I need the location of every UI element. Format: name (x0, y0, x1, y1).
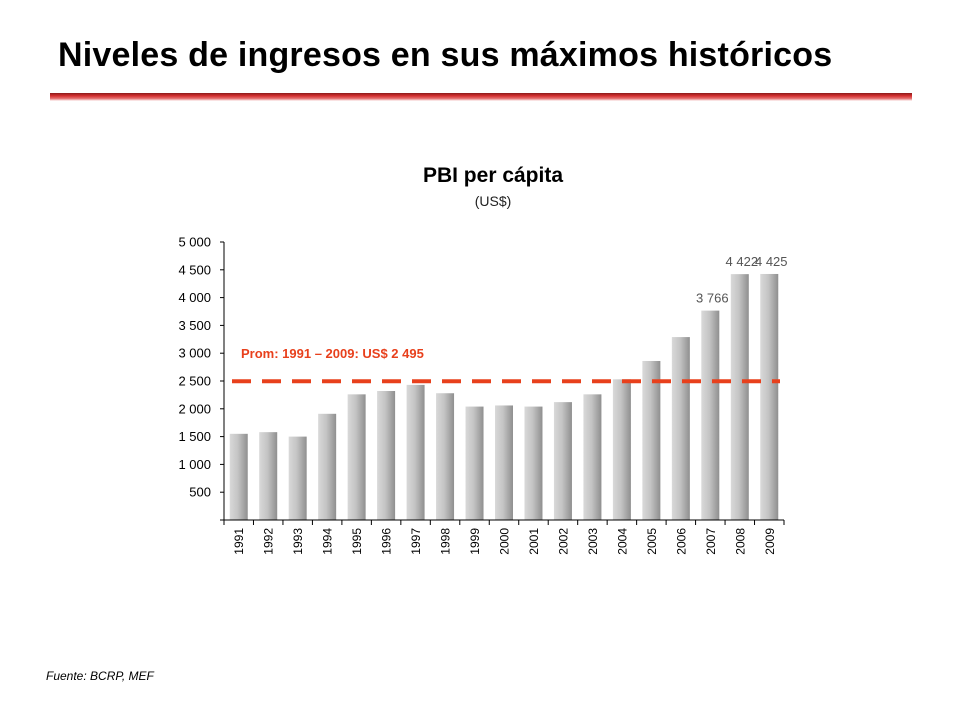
title-underline (50, 93, 912, 101)
x-tick-label: 1991 (232, 528, 246, 555)
axes-layer: 500 1 000 1 500 2 000 2 500 3 000 3 500 4 000 4 … (178, 235, 785, 555)
bar-1993 (288, 436, 307, 520)
data-label-2007: 3 766 (696, 291, 729, 306)
bar-1998 (436, 393, 455, 520)
x-tick-label: 1995 (350, 528, 364, 555)
bar-2005 (642, 360, 661, 520)
x-tick-label: 2009 (763, 528, 777, 555)
x-tick-label: 2002 (556, 528, 570, 555)
y-tick-label: 3 500 (178, 318, 211, 333)
y-tick-label: 4 500 (178, 262, 211, 277)
chart-subtitle: (US$) (474, 193, 512, 209)
bar-1994 (318, 413, 337, 520)
x-tick-label: 2007 (704, 528, 718, 555)
x-tick-label: 2006 (674, 528, 688, 555)
x-tick-label: 1998 (439, 528, 453, 555)
bar-2007 (701, 310, 720, 520)
bar-2009 (760, 273, 779, 520)
data-label-2009: 4 425 (755, 254, 788, 269)
x-tick-label: 2005 (645, 528, 659, 555)
bar-2000 (495, 405, 513, 520)
bar-2001 (524, 406, 543, 520)
y-tick-label: 1 500 (178, 429, 211, 444)
x-tick-label: 1999 (468, 528, 482, 555)
x-tick-label: 2008 (733, 528, 747, 555)
bar-1995 (347, 394, 366, 520)
x-tick-label: 1993 (291, 528, 305, 555)
x-tick-label: 1997 (409, 528, 423, 555)
x-tick-label: 1994 (321, 528, 335, 555)
y-tick-label: 2 000 (178, 401, 211, 416)
y-tick-label: 5 000 (178, 235, 211, 250)
bars-layer (229, 273, 779, 520)
bar-1999 (465, 406, 484, 520)
bar-2006 (671, 337, 690, 520)
average-layer: Prom: 1991 – 2009: US$ 2 495 (232, 346, 780, 384)
bar-1992 (259, 432, 278, 520)
y-tick-label: 4 000 (178, 290, 211, 305)
bar-1997 (406, 384, 425, 520)
y-tick-label: 2 500 (178, 374, 211, 389)
y-tick-label: 3 000 (178, 346, 211, 361)
bar-1996 (377, 391, 396, 520)
slide-title: Niveles de ingresos en sus máximos histó… (58, 36, 833, 74)
x-tick-label: 1996 (380, 528, 394, 555)
bar-2003 (583, 394, 602, 520)
bar-1991 (229, 433, 248, 520)
x-tick-label: 2001 (527, 528, 541, 555)
bar-2002 (553, 402, 572, 520)
y-tick-label: 1 000 (178, 457, 211, 472)
chart-title: PBI per cápita (422, 164, 564, 187)
x-tick-label: 2004 (615, 528, 629, 555)
source-note: Fuente: BCRP, MEF (46, 669, 154, 683)
x-tick-label: 1992 (262, 528, 276, 555)
data-label-2008: 4 422 (726, 254, 759, 269)
x-tick-label: 2003 (586, 528, 600, 555)
bar-2008 (730, 274, 749, 520)
x-tick-label: 2000 (498, 528, 512, 555)
average-label: Prom: 1991 – 2009: US$ 2 495 (241, 346, 424, 361)
y-tick-label: 500 (189, 485, 211, 500)
bar-2004 (612, 379, 631, 520)
